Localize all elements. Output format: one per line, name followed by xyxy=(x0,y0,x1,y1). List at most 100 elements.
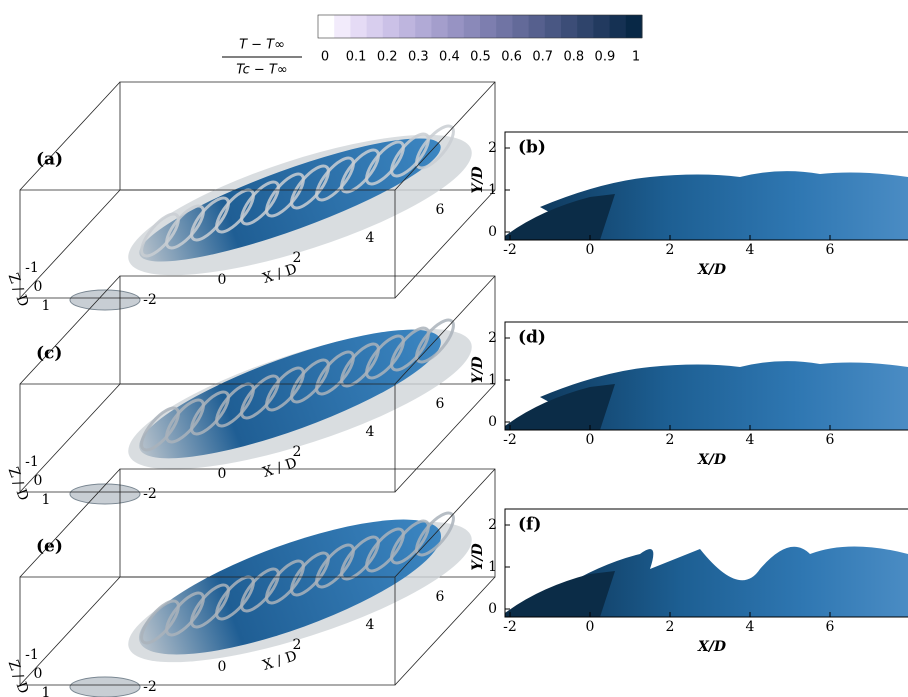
colorbar-swatch xyxy=(448,15,465,38)
x-tick-label: 4 xyxy=(366,617,375,633)
x-tick-label: -2 xyxy=(503,242,517,258)
x-tick-label: 0 xyxy=(586,619,595,635)
panel-label: (e) xyxy=(36,537,63,557)
colorbar-swatch xyxy=(399,15,416,38)
panel-3d: (c)-20246X / D-101Z / D xyxy=(5,276,495,508)
x-tick-label: 4 xyxy=(366,230,375,246)
colorbar-tick: 0 xyxy=(321,50,329,65)
inlet xyxy=(70,290,140,310)
x-tick-label: 0 xyxy=(218,272,227,288)
colorbar-tick: 0.4 xyxy=(439,50,460,65)
colorbar-swatch xyxy=(545,15,562,38)
z-tick-label: 0 xyxy=(34,279,43,295)
x-tick-label: 4 xyxy=(746,242,755,258)
x-tick-label: -2 xyxy=(143,486,157,502)
y-tick-label: 1 xyxy=(488,559,497,575)
colorbar-swatch xyxy=(383,15,400,38)
z-tick-label: 1 xyxy=(42,298,51,314)
x-tick-label: 6 xyxy=(436,589,445,605)
panel-label: (d) xyxy=(518,328,546,348)
colorbar-numerator: T − T∞ xyxy=(239,38,285,53)
z-axis-label: Z / D xyxy=(5,465,32,503)
x-tick-label: -2 xyxy=(503,432,517,448)
x-tick-label: -2 xyxy=(143,292,157,308)
y-tick-label: 2 xyxy=(488,140,497,156)
colorbar-swatch xyxy=(318,15,335,38)
x-axis-label: X/D xyxy=(697,639,727,655)
y-axis-label: Y/D xyxy=(470,166,486,194)
x-tick-label: 4 xyxy=(366,424,375,440)
jet-core xyxy=(505,571,615,617)
colorbar-tick: 0.6 xyxy=(501,50,522,65)
x-tick-label: 6 xyxy=(826,432,835,448)
y-tick-label: 1 xyxy=(488,372,497,388)
x-axis-label: X / D xyxy=(261,648,299,674)
x-axis-label: X/D xyxy=(697,262,727,278)
x-tick-label: 2 xyxy=(666,432,675,448)
x-axis-label: X / D xyxy=(261,455,299,481)
panel-3d: (e) -2 0 2 4 6 X / D -1 0 1 Z / D xyxy=(5,469,495,697)
y-tick-label: 1 xyxy=(488,182,497,198)
colorbar-swatch xyxy=(593,15,610,38)
z-axis-label: Z / D xyxy=(5,271,32,309)
colorbar-tick: 0.9 xyxy=(595,50,616,65)
colorbar-denominator: Tc − T∞ xyxy=(236,63,287,78)
colorbar-swatch xyxy=(529,15,546,38)
z-axis-label: Z / D xyxy=(5,658,32,696)
colorbar-tick: 0.3 xyxy=(408,50,429,65)
x-axis-label: X / D xyxy=(261,261,299,287)
inlet xyxy=(70,677,140,697)
colorbar-swatch xyxy=(561,15,578,38)
y-axis-label: Y/D xyxy=(470,543,486,571)
panel-label: (c) xyxy=(36,344,62,364)
z-tick-label: -1 xyxy=(25,647,39,663)
y-tick-label: 2 xyxy=(488,517,497,533)
colorbar-swatch xyxy=(464,15,481,38)
x-axis-label: X/D xyxy=(697,452,727,468)
panel-3d: (a) -2 0 2 4 6 X / D -1 0 1 Z / D xyxy=(5,82,495,314)
x-tick-label: 0 xyxy=(218,659,227,675)
figure: T − T∞ Tc − T∞ 00.10.20.30.40.50.60.70.8… xyxy=(0,0,908,697)
y-tick-label: 2 xyxy=(488,330,497,346)
x-tick-label: 2 xyxy=(666,619,675,635)
x-tick-label: 4 xyxy=(746,432,755,448)
colorbar-swatch xyxy=(480,15,497,38)
colorbar-swatch xyxy=(610,15,627,38)
x-tick-label: 0 xyxy=(218,466,227,482)
temperature-field xyxy=(560,547,908,618)
x-tick-label: 4 xyxy=(746,619,755,635)
colorbar-swatch xyxy=(496,15,513,38)
z-tick-label: -1 xyxy=(25,260,39,276)
x-tick-label: -2 xyxy=(503,619,517,635)
x-tick-label: 2 xyxy=(666,242,675,258)
y-tick-label: 0 xyxy=(488,414,497,430)
y-tick-label: 0 xyxy=(488,224,497,240)
panel-label: (a) xyxy=(36,150,63,170)
colorbar-swatch xyxy=(350,15,367,38)
colorbar-tick: 0.5 xyxy=(470,50,491,65)
x-tick-label: -2 xyxy=(143,679,157,695)
colorbar-tick: 0.7 xyxy=(532,50,553,65)
x-tick-label: 6 xyxy=(826,619,835,635)
z-tick-label: 0 xyxy=(34,666,43,682)
colorbar-tick: 1 xyxy=(632,50,640,65)
colorbar-swatch xyxy=(431,15,448,38)
box-edge xyxy=(20,82,120,190)
panel-label: (b) xyxy=(518,138,546,158)
colorbar-tick: 0.8 xyxy=(563,50,584,65)
y-tick-label: 0 xyxy=(488,601,497,617)
x-tick-label: 6 xyxy=(826,242,835,258)
inlet xyxy=(70,484,140,504)
colorbar: T − T∞ Tc − T∞ xyxy=(222,15,643,78)
colorbar-swatch xyxy=(626,15,643,38)
x-tick-label: 6 xyxy=(436,396,445,412)
colorbar-swatch xyxy=(415,15,432,38)
x-tick-label: 0 xyxy=(586,432,595,448)
panel-label: (f) xyxy=(518,515,541,535)
z-tick-label: 0 xyxy=(34,473,43,489)
x-tick-label: 6 xyxy=(436,202,445,218)
colorbar-tick: 0.2 xyxy=(377,50,398,65)
z-tick-label: 1 xyxy=(42,492,51,508)
y-axis-label: Y/D xyxy=(470,356,486,384)
